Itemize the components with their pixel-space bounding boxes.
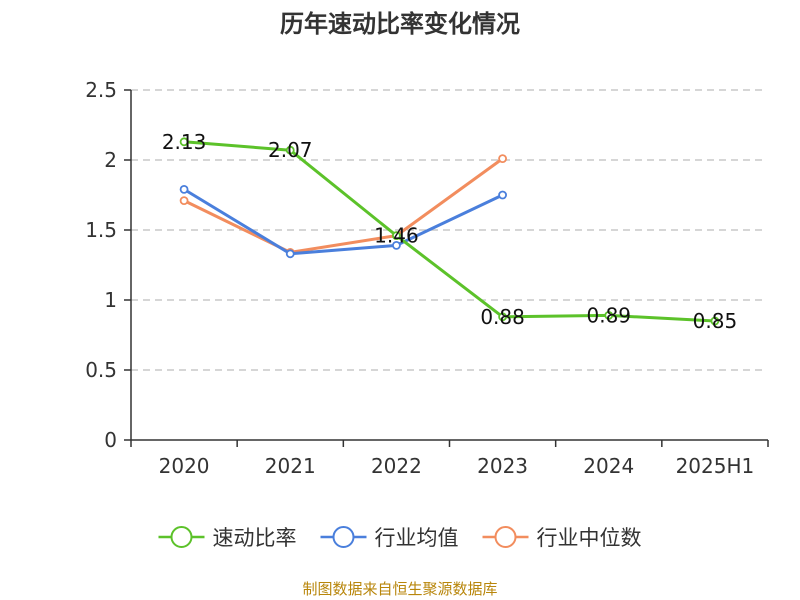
legend-marker bbox=[170, 526, 193, 548]
legend-item: 行业中位数 bbox=[482, 526, 642, 550]
legend-label: 行业均值 bbox=[375, 526, 459, 550]
data-label: 2.07 bbox=[268, 138, 313, 162]
data-point bbox=[179, 196, 189, 206]
data-point bbox=[179, 137, 189, 147]
data-label: 0.89 bbox=[586, 303, 631, 327]
legend-label: 速动比率 bbox=[213, 526, 297, 550]
grid-lines bbox=[131, 89, 763, 371]
x-tick-label: 2022 bbox=[371, 454, 422, 478]
data-point bbox=[285, 145, 295, 155]
chart-title: 历年速动比率变化情况 bbox=[280, 10, 520, 38]
data-label: 0.88 bbox=[480, 305, 525, 329]
x-tick-label: 2024 bbox=[583, 454, 634, 478]
legend-marker bbox=[494, 526, 517, 548]
axes: 0 0.5 1 1.5 2 2.5 2020 2021 2022 2023 2024 2025H1 bbox=[85, 78, 769, 478]
data-label: 1.46 bbox=[374, 224, 419, 248]
series-line bbox=[182, 140, 717, 323]
y-tick-label: 0 bbox=[104, 428, 117, 452]
legend-marker bbox=[332, 526, 355, 548]
data-point bbox=[498, 190, 507, 200]
x-tick-label: 2021 bbox=[265, 454, 316, 478]
y-tick-label: 2.5 bbox=[85, 78, 117, 102]
data-point bbox=[285, 249, 295, 259]
data-point bbox=[498, 312, 507, 322]
data-point bbox=[179, 184, 189, 194]
data-label: 0.85 bbox=[693, 309, 738, 333]
y-tick-label: 0.5 bbox=[85, 358, 117, 382]
x-tick-label: 2025H1 bbox=[676, 454, 755, 478]
data-label: 2.13 bbox=[162, 130, 207, 154]
x-tick-label: 2020 bbox=[159, 454, 210, 478]
data-point bbox=[710, 316, 720, 326]
y-tick-label: 2 bbox=[104, 148, 117, 172]
legend-item: 速动比率 bbox=[158, 526, 297, 550]
data-point bbox=[604, 310, 614, 320]
y-tick-label: 1.5 bbox=[85, 218, 117, 242]
legend-label: 行业中位数 bbox=[537, 526, 642, 550]
data-labels: 2.13 2.07 0.88 0.89 0.85 1.46 bbox=[162, 130, 737, 333]
data-point bbox=[392, 240, 401, 250]
series-layer bbox=[179, 137, 720, 326]
source-note: 制图数据来自恒生聚源数据库 bbox=[302, 580, 497, 598]
series-line bbox=[182, 157, 505, 254]
y-tick-label: 1 bbox=[104, 288, 117, 312]
data-point bbox=[498, 154, 507, 164]
legend-item: 行业均值 bbox=[320, 526, 459, 550]
data-point bbox=[392, 231, 401, 241]
series-line bbox=[182, 187, 505, 256]
legend: 速动比率 行业均值 行业中位数 bbox=[158, 526, 642, 550]
x-tick-label: 2023 bbox=[477, 454, 528, 478]
